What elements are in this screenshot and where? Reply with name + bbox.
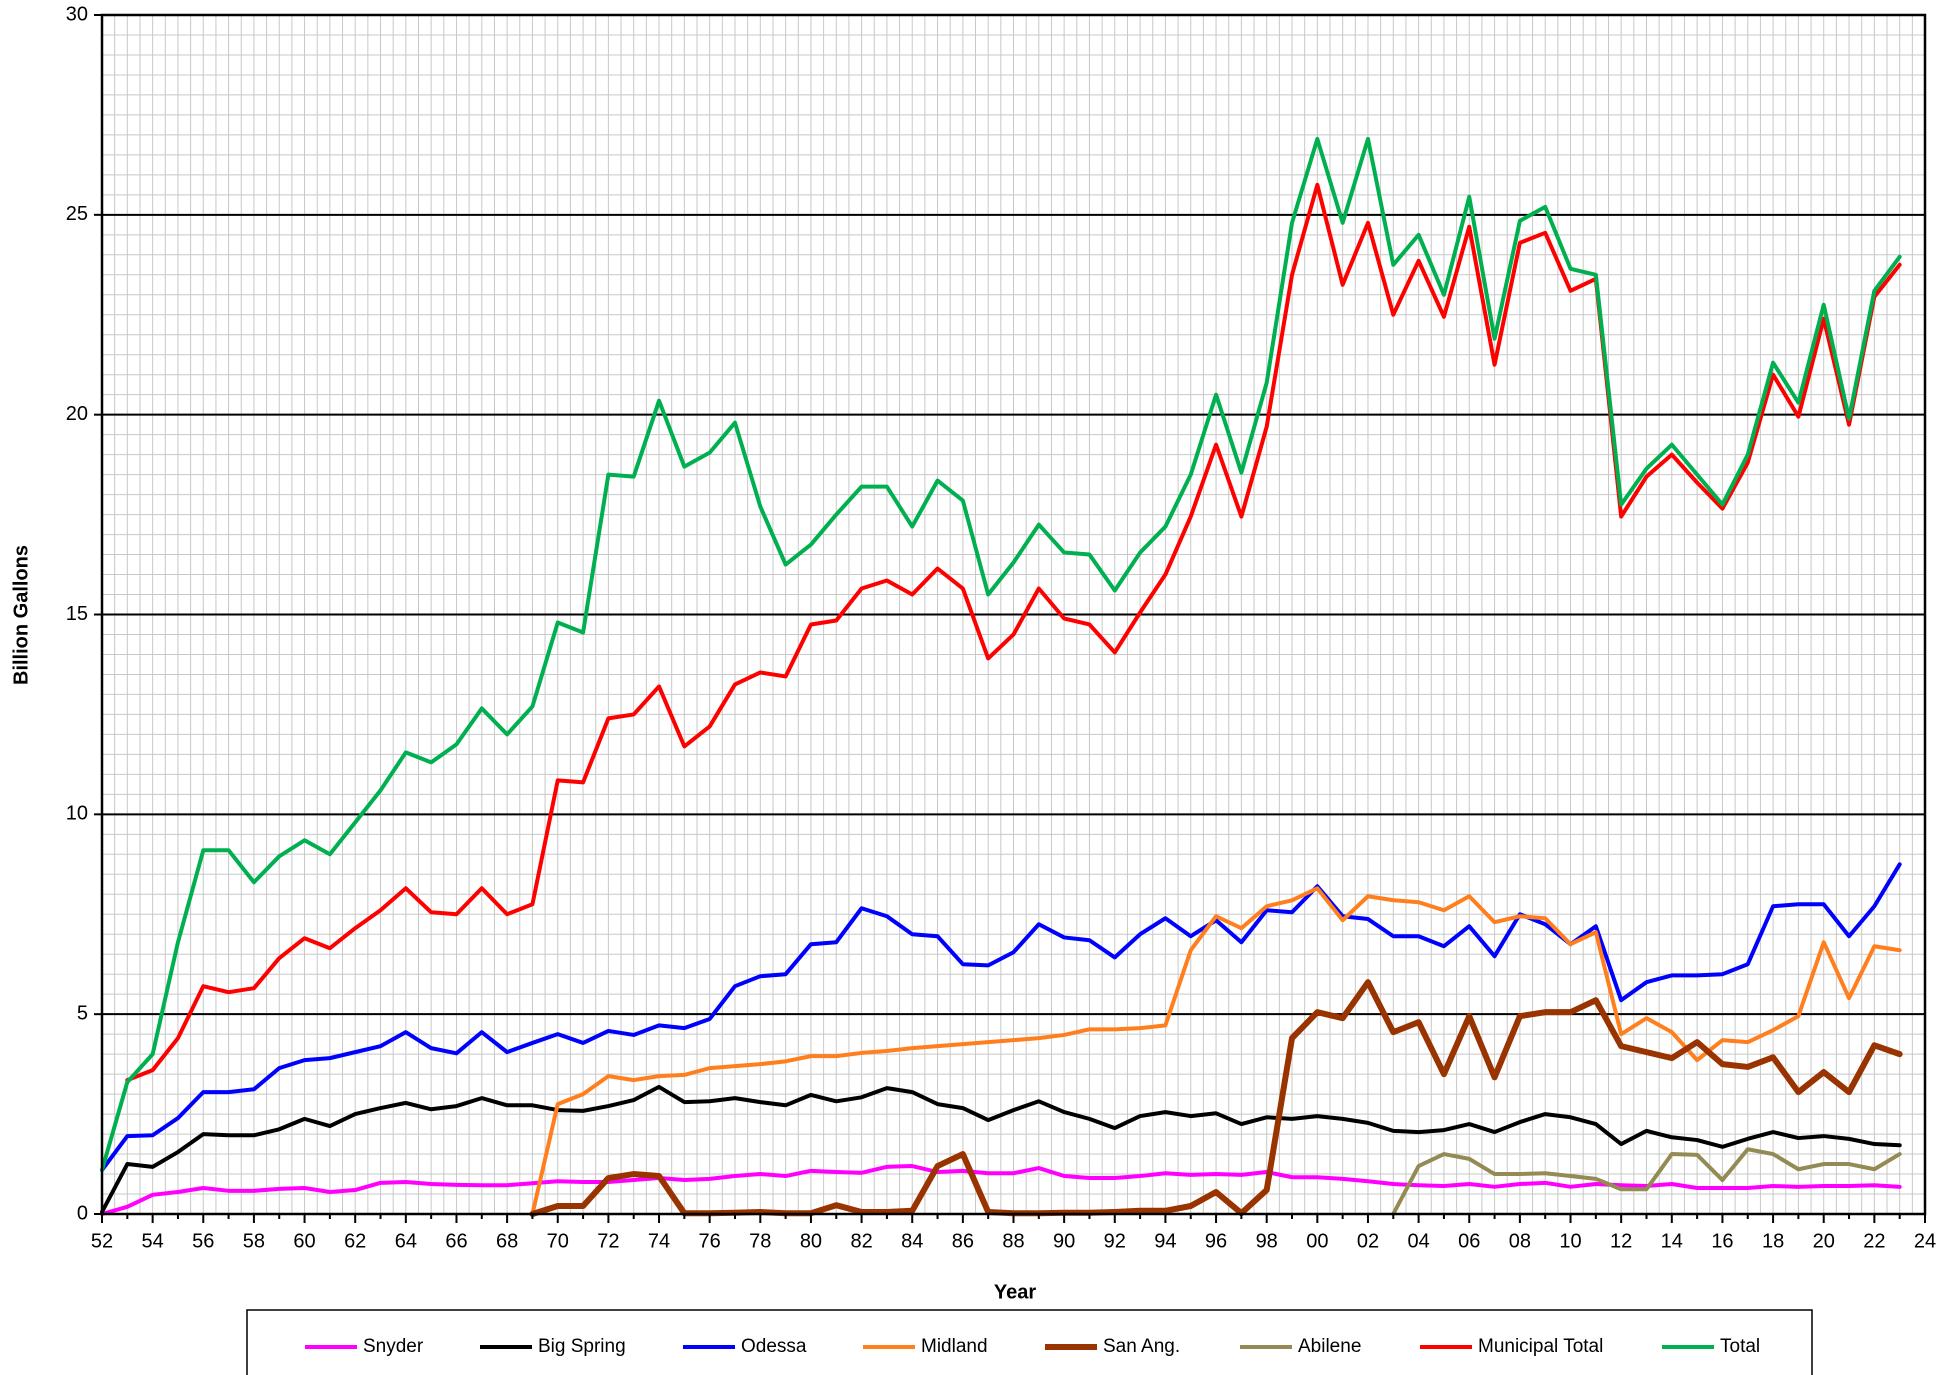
x-tick-label: 06 bbox=[1458, 1230, 1480, 1252]
legend-label: Total bbox=[1720, 1336, 1760, 1357]
legend-box bbox=[246, 1309, 1813, 1375]
plot-frame bbox=[100, 13, 1927, 1216]
x-tick-label: 60 bbox=[293, 1230, 315, 1252]
x-tick-label: 70 bbox=[547, 1230, 569, 1252]
x-tick-label: 12 bbox=[1610, 1230, 1632, 1252]
y-tick-label: 15 bbox=[66, 603, 88, 625]
x-tick-label: 68 bbox=[496, 1230, 518, 1252]
x-tick-label: 10 bbox=[1559, 1230, 1581, 1252]
legend-label: San Ang. bbox=[1103, 1336, 1180, 1357]
series-line bbox=[100, 862, 1902, 1173]
x-tick-label: 72 bbox=[597, 1230, 619, 1252]
x-tick-label: 90 bbox=[1053, 1230, 1075, 1252]
y-tick-label: 5 bbox=[77, 1002, 88, 1024]
x-tick-label: 62 bbox=[344, 1230, 366, 1252]
x-tick-label: 22 bbox=[1863, 1230, 1885, 1252]
lines bbox=[100, 136, 1903, 1217]
y-tick-label: 20 bbox=[66, 403, 88, 425]
x-tick-label: 52 bbox=[91, 1230, 113, 1252]
x-tick-label: 54 bbox=[142, 1230, 164, 1252]
legend-item: Midland bbox=[863, 1336, 988, 1357]
y-tick-label: 0 bbox=[77, 1202, 88, 1224]
x-tick-label: 96 bbox=[1205, 1230, 1227, 1252]
x-tick-label: 16 bbox=[1711, 1230, 1733, 1252]
legend-label: Snyder bbox=[363, 1336, 424, 1357]
legend-item: Odessa bbox=[683, 1336, 807, 1357]
x-tick-label: 74 bbox=[648, 1230, 670, 1252]
legend-label: Abilene bbox=[1298, 1336, 1361, 1357]
legend-item: Abilene bbox=[1240, 1336, 1361, 1357]
legend-item: Big Spring bbox=[480, 1336, 626, 1357]
x-tick-label: 76 bbox=[699, 1230, 721, 1252]
legend-label: Big Spring bbox=[538, 1336, 626, 1357]
x-tick-label: 86 bbox=[952, 1230, 974, 1252]
y-tick-label: 10 bbox=[66, 803, 88, 825]
x-tick-label: 24 bbox=[1914, 1230, 1936, 1252]
legend-item: Snyder bbox=[305, 1336, 424, 1357]
x-tick-label: 08 bbox=[1509, 1230, 1531, 1252]
legend-item: Municipal Total bbox=[1420, 1336, 1603, 1357]
legend-label: Municipal Total bbox=[1478, 1336, 1603, 1357]
series-line bbox=[100, 136, 1902, 1173]
x-axis-title: Year bbox=[994, 1281, 1036, 1303]
series-line bbox=[530, 886, 1902, 1216]
x-tick-label: 56 bbox=[192, 1230, 214, 1252]
legend: Snyder Big Spring Odessa Midland San Ang. Abi… bbox=[305, 1336, 1760, 1357]
x-tick-label: 84 bbox=[901, 1230, 923, 1252]
y-axis-title: Billion Gallons bbox=[10, 545, 32, 685]
x-tick-label: 00 bbox=[1306, 1230, 1328, 1252]
x-tick-label: 66 bbox=[445, 1230, 467, 1252]
y-tick-label: 25 bbox=[66, 203, 88, 225]
series-line bbox=[529, 979, 1903, 1217]
series-line bbox=[100, 1164, 1902, 1216]
x-tick-label: 64 bbox=[395, 1230, 417, 1252]
x-tick-label: 78 bbox=[749, 1230, 771, 1252]
series-line bbox=[1391, 1147, 1902, 1216]
x-tick-label: 80 bbox=[800, 1230, 822, 1252]
legend-item: San Ang. bbox=[1045, 1336, 1180, 1357]
legend-label: Midland bbox=[921, 1336, 988, 1357]
legend-label: Odessa bbox=[741, 1336, 807, 1357]
x-tick-label: 04 bbox=[1407, 1230, 1429, 1252]
x-tick-label: 18 bbox=[1762, 1230, 1784, 1252]
axes: 0 5 10 15 20 25 30 52 54 56 58 60 62 64 66 68 70 72 74 76 78… bbox=[66, 3, 1936, 1252]
x-tick-label: 92 bbox=[1104, 1230, 1126, 1252]
y-tick-label: 30 bbox=[66, 3, 88, 25]
x-tick-label: 58 bbox=[243, 1230, 265, 1252]
x-tick-label: 14 bbox=[1661, 1230, 1683, 1252]
x-tick-label: 88 bbox=[1002, 1230, 1024, 1252]
x-tick-label: 20 bbox=[1813, 1230, 1835, 1252]
x-tick-label: 94 bbox=[1154, 1230, 1176, 1252]
x-tick-label: 82 bbox=[850, 1230, 872, 1252]
x-tick-label: 02 bbox=[1357, 1230, 1379, 1252]
legend-item: Total bbox=[1662, 1336, 1760, 1357]
x-tick-label: 98 bbox=[1256, 1230, 1278, 1252]
grid bbox=[102, 15, 1925, 1214]
series-line bbox=[100, 1084, 1902, 1214]
